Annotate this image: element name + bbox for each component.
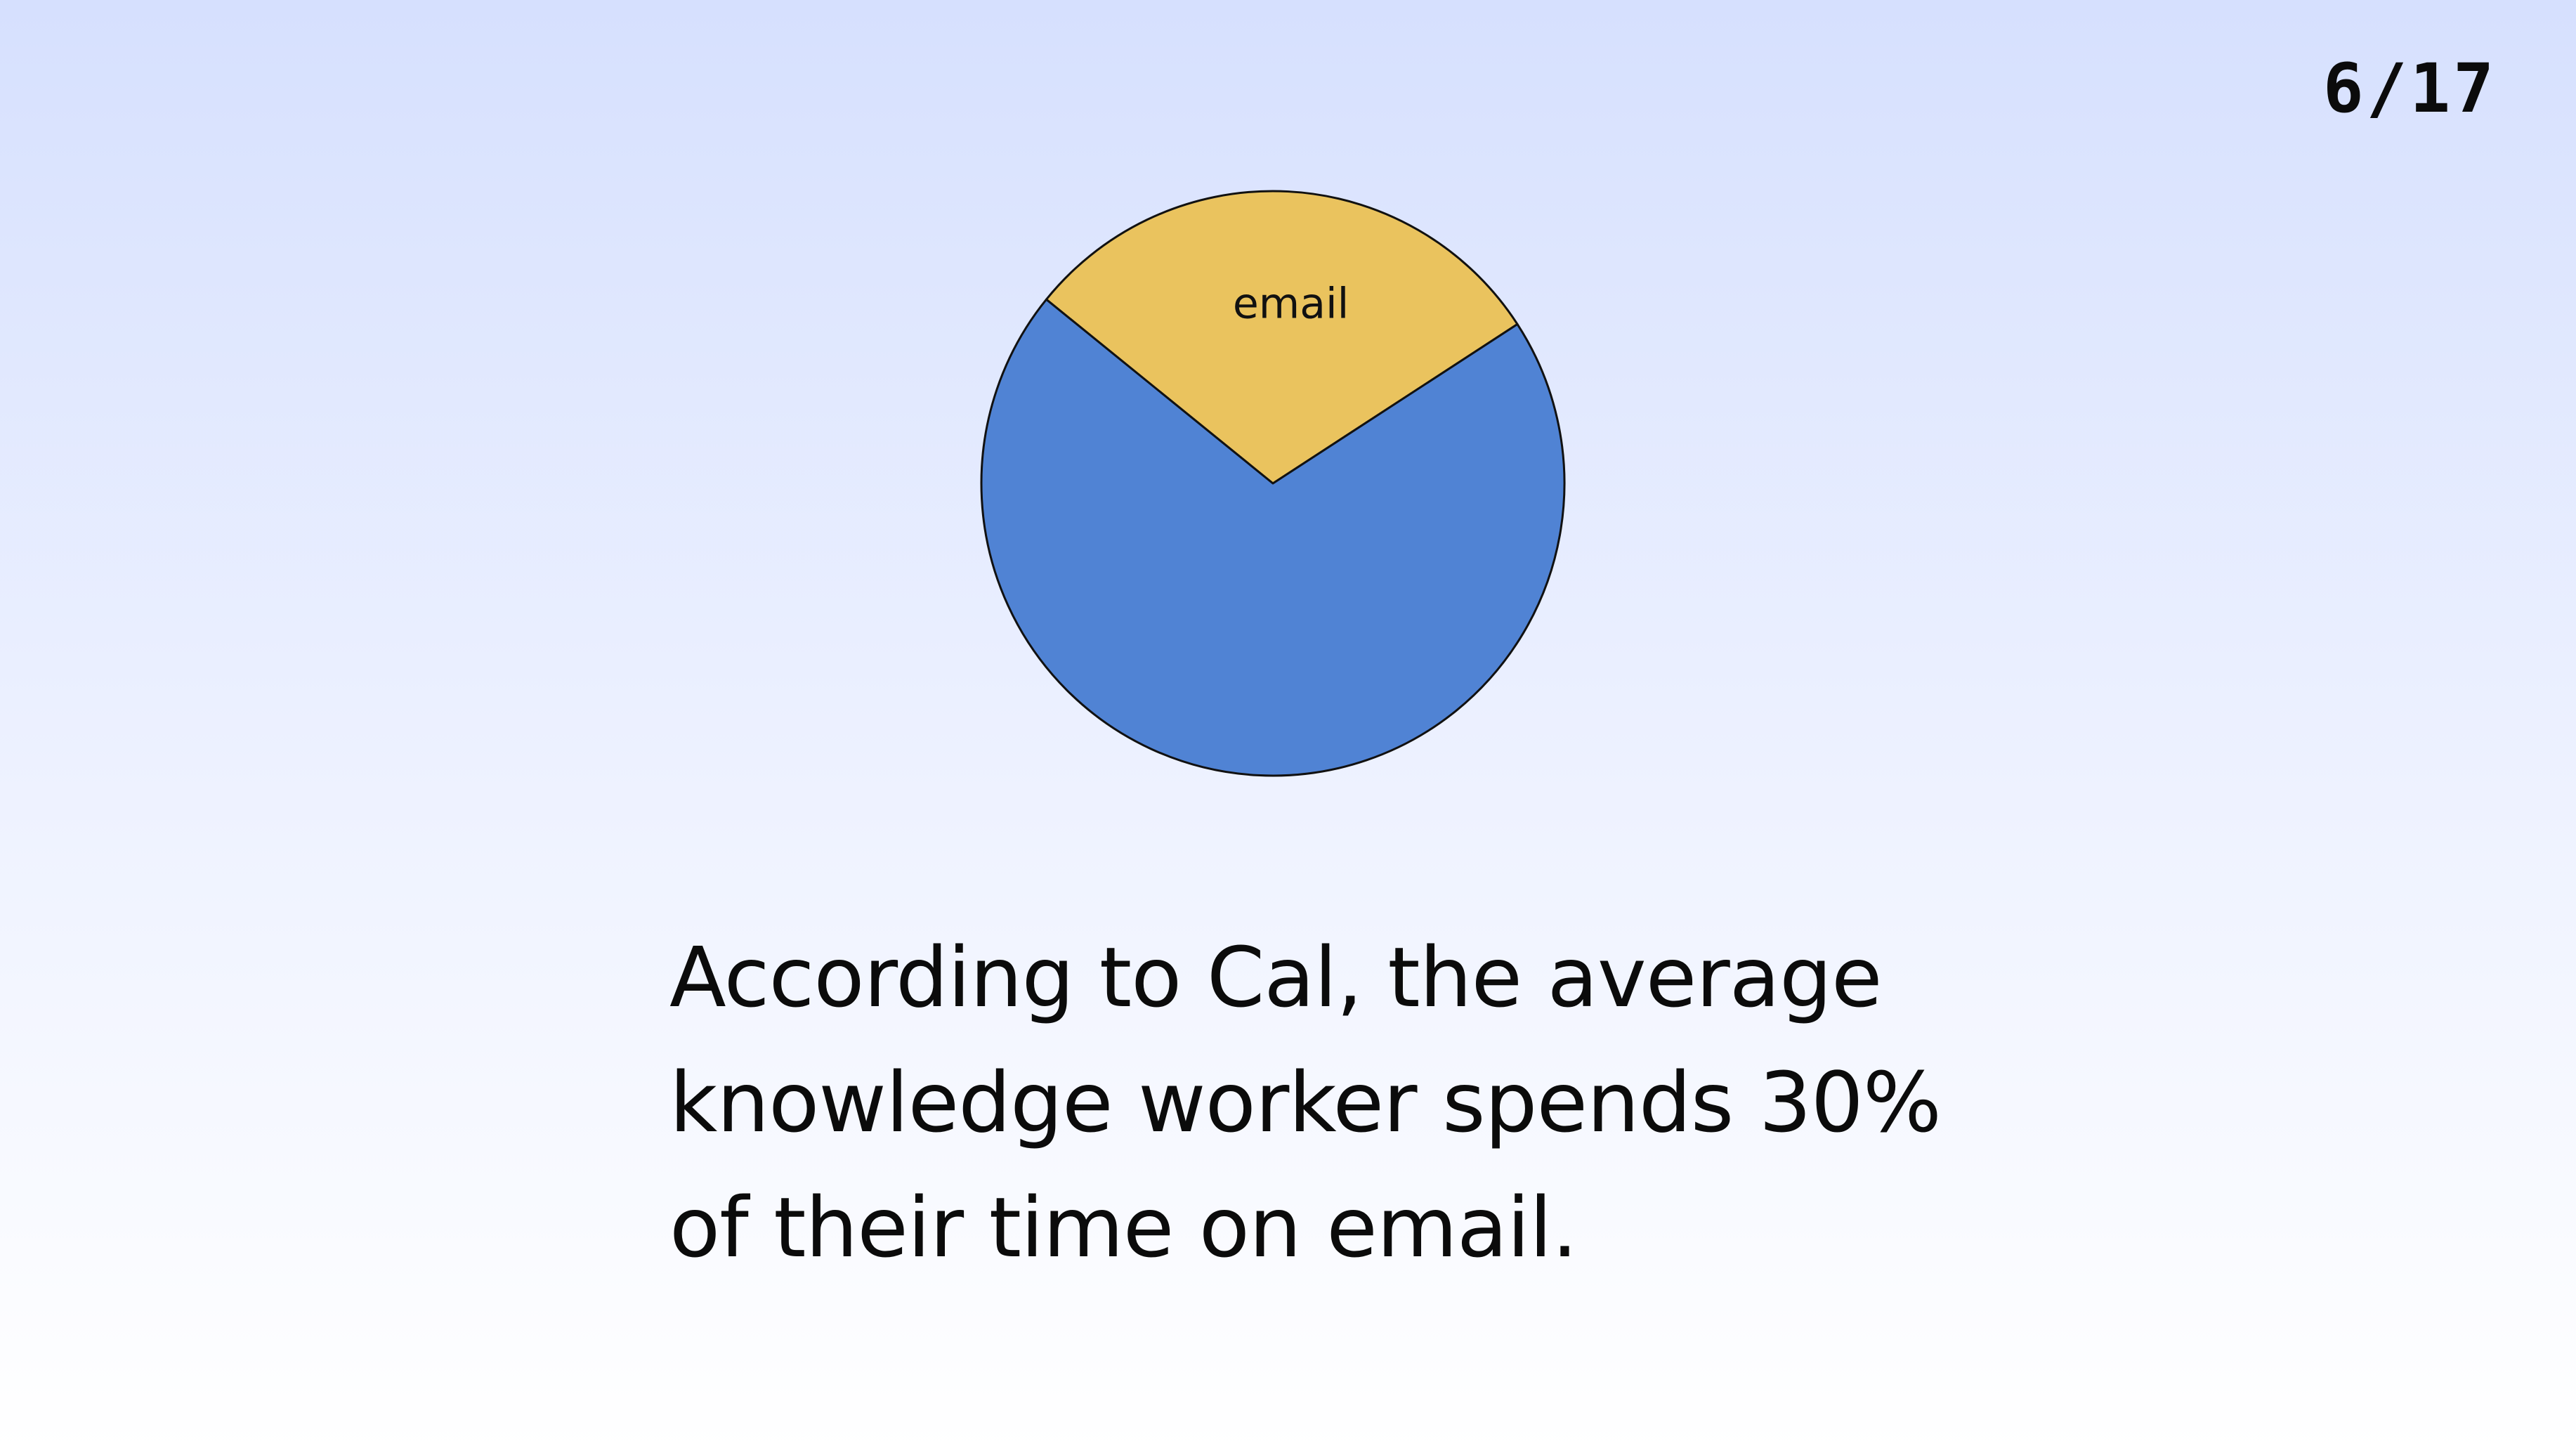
- pie-slice-other: [980, 298, 1566, 777]
- caption-line-1: According to Cal, the average: [669, 929, 1883, 1026]
- caption-text: According to Cal, the average knowledge …: [669, 915, 2074, 1290]
- page-indicator: 6/17: [2322, 49, 2497, 128]
- pie-chart: email: [980, 190, 1566, 777]
- caption-line-2: knowledge worker spends 30%: [669, 1054, 1942, 1151]
- caption-line-3: of their time on email.: [669, 1179, 1578, 1276]
- pie-label-email: email: [1233, 279, 1349, 328]
- pie-slice-email: [1045, 190, 1519, 485]
